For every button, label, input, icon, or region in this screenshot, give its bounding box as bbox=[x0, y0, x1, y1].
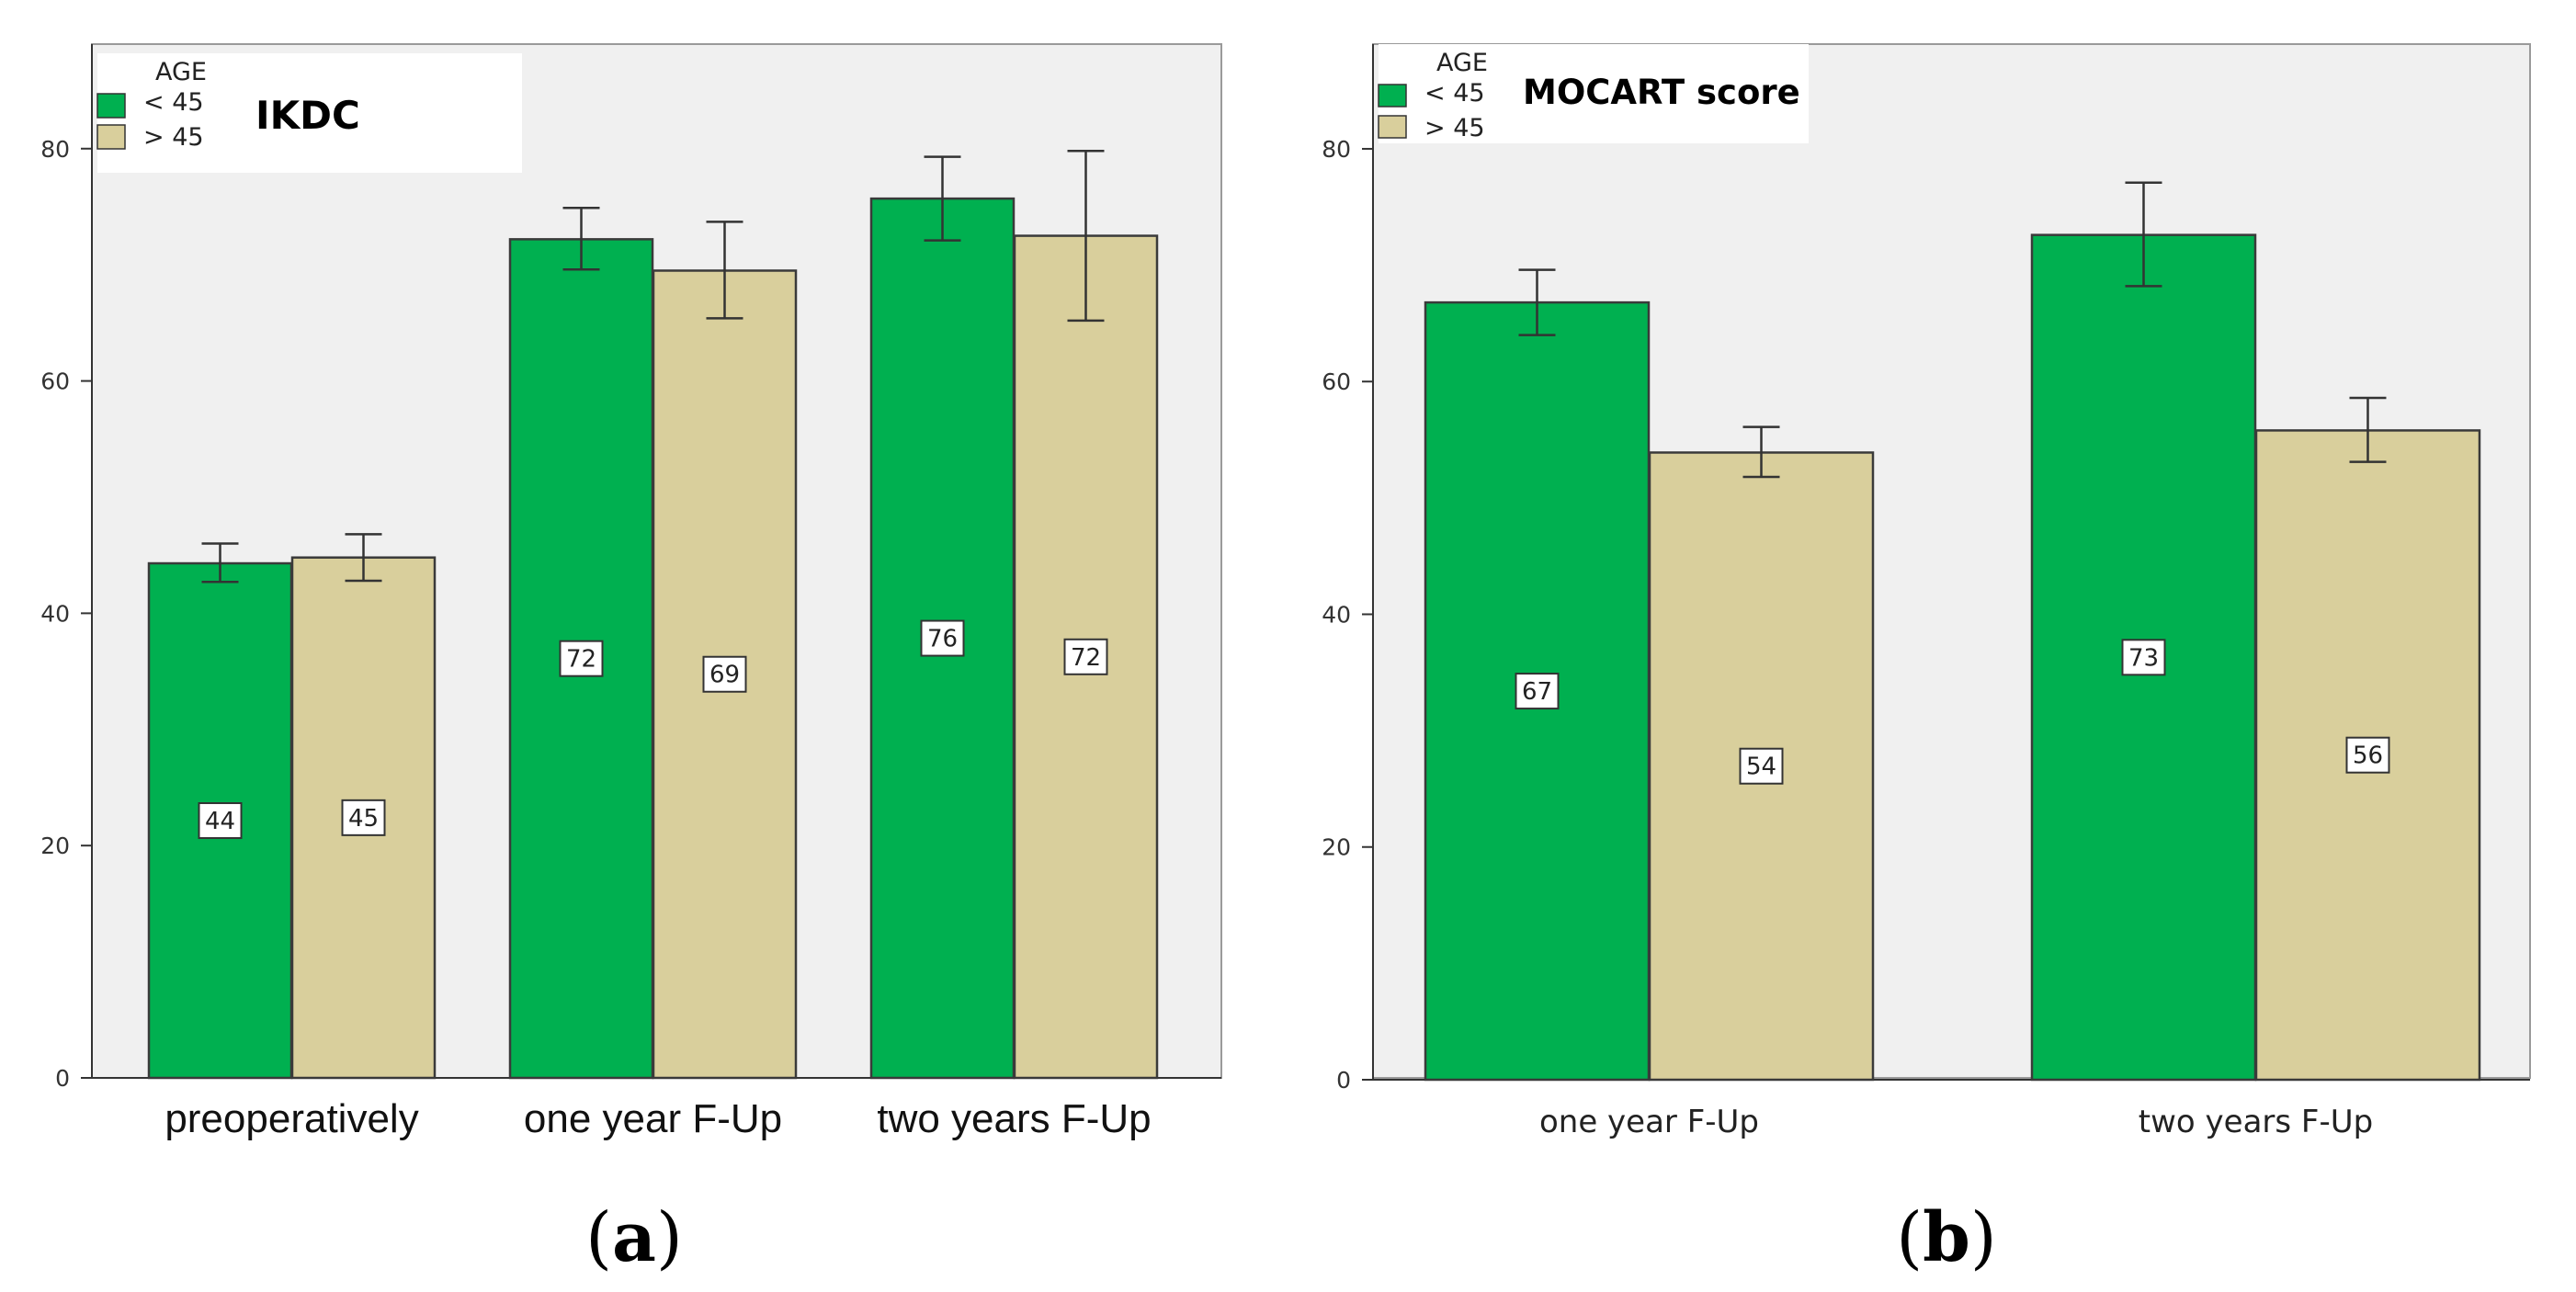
value-label: 45 bbox=[348, 805, 379, 833]
value-label: 44 bbox=[205, 808, 235, 835]
value-label: 69 bbox=[709, 662, 740, 689]
panel-label-close-paren: ) bbox=[1970, 1198, 1997, 1277]
value-label: 72 bbox=[566, 646, 596, 674]
legend-box bbox=[97, 53, 522, 173]
value-label-box bbox=[559, 640, 604, 677]
panel-a-ikdc-chart: 0 20 40 60 80 44 45 preoperatively 72 69 one year … bbox=[40, 43, 1222, 1277]
x-category-label: two years F-Up bbox=[877, 1096, 1151, 1141]
x-category-label: one year F-Up bbox=[1539, 1104, 1759, 1140]
y-tick-label: 20 bbox=[40, 833, 70, 859]
panel-label-close-paren: ) bbox=[656, 1198, 683, 1277]
x-category-label: one year F-Up bbox=[524, 1096, 782, 1141]
legend-label-under45: < 45 bbox=[143, 88, 204, 117]
legend-box bbox=[1379, 44, 1809, 143]
panel-label-open-paren: ( bbox=[1896, 1198, 1923, 1277]
y-tick-label: 80 bbox=[1322, 136, 1351, 163]
panel-label-letter: b bbox=[1923, 1198, 1970, 1277]
legend-heading: AGE bbox=[1436, 49, 1488, 77]
x-category-label: two years F-Up bbox=[2139, 1104, 2373, 1140]
value-label-box bbox=[702, 655, 747, 693]
legend-label-over45: > 45 bbox=[143, 123, 204, 152]
value-label-box bbox=[198, 802, 243, 840]
value-label-box bbox=[1515, 673, 1560, 710]
y-tick-label: 40 bbox=[1322, 601, 1351, 628]
legend-swatch-under45 bbox=[1378, 84, 1407, 108]
chart-title: IKDC bbox=[255, 93, 360, 138]
y-tick-label: 80 bbox=[40, 136, 70, 163]
y-tick-label: 20 bbox=[1322, 834, 1351, 861]
legend-label-under45: < 45 bbox=[1424, 79, 1485, 108]
panel-label: (b) bbox=[1896, 1198, 1997, 1277]
value-label: 76 bbox=[927, 626, 958, 653]
panel-b-mocart-chart: 0 20 40 60 80 67 54 one year F-Up 73 56 two years … bbox=[1322, 43, 2531, 1277]
value-label-box bbox=[1063, 638, 1108, 675]
y-tick-label: 60 bbox=[1322, 368, 1351, 395]
value-label-box bbox=[1739, 747, 1784, 785]
value-label: 73 bbox=[2128, 644, 2159, 672]
value-label-box bbox=[920, 619, 965, 657]
panel-label: (a) bbox=[585, 1198, 683, 1277]
y-tick-label: 60 bbox=[40, 368, 70, 395]
value-label-box bbox=[341, 799, 386, 836]
value-label-box bbox=[2345, 736, 2390, 774]
chart-title: MOCART score bbox=[1523, 73, 1800, 112]
panel-label-open-paren: ( bbox=[585, 1198, 612, 1277]
legend-heading: AGE bbox=[155, 58, 207, 86]
y-tick-label: 0 bbox=[1336, 1067, 1351, 1094]
value-label: 56 bbox=[2353, 742, 2383, 770]
y-tick-label: 40 bbox=[40, 600, 70, 627]
x-category-label: preoperatively bbox=[165, 1096, 418, 1141]
value-label: 72 bbox=[1071, 644, 1101, 672]
value-label: 54 bbox=[1746, 754, 1776, 781]
value-label: 67 bbox=[1522, 678, 1552, 706]
panel-label-letter: a bbox=[612, 1198, 656, 1277]
legend-swatch-over45 bbox=[96, 124, 126, 150]
legend-swatch-over45 bbox=[1378, 115, 1407, 139]
value-label-box bbox=[2121, 639, 2166, 676]
y-tick-label: 0 bbox=[55, 1065, 70, 1092]
legend-label-over45: > 45 bbox=[1424, 114, 1485, 142]
legend-swatch-under45 bbox=[96, 93, 126, 119]
